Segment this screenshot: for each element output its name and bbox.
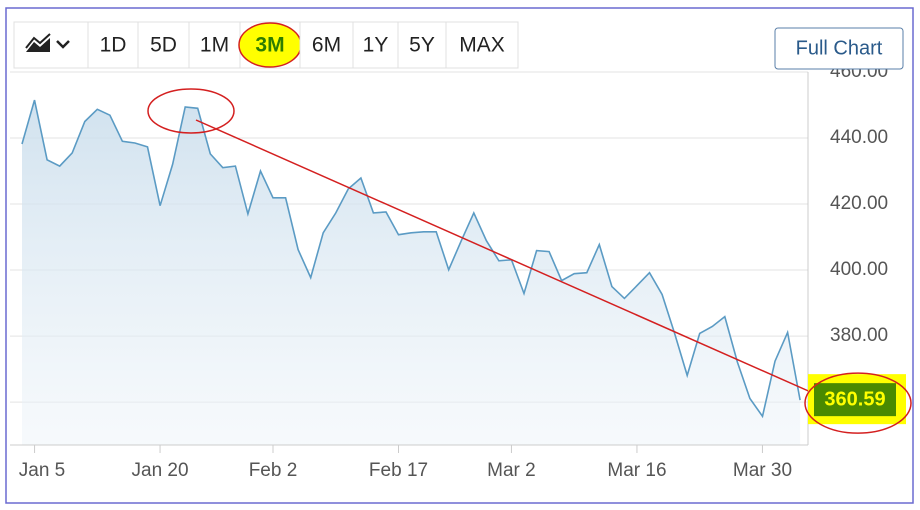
- x-tick-label: Mar 16: [607, 460, 666, 481]
- range-button[interactable]: 1M: [188, 21, 241, 69]
- range-button[interactable]: 3M: [238, 21, 302, 69]
- button-box: [299, 21, 354, 69]
- button-box: [352, 21, 399, 69]
- x-tick-label: Jan 5: [19, 460, 65, 481]
- range-label: 6M: [312, 34, 341, 57]
- range-button[interactable]: 5Y: [397, 21, 447, 69]
- x-tick-label: Feb 17: [369, 460, 428, 481]
- button-label: Full Chart: [796, 37, 883, 59]
- range-label: 5Y: [409, 34, 435, 57]
- range-label: 3M: [255, 34, 284, 57]
- y-tick-label: 380.00: [830, 325, 888, 346]
- y-tick-label: 420.00: [830, 193, 888, 214]
- button-box: [137, 21, 190, 69]
- trend-arrow: [195, 119, 824, 398]
- range-button[interactable]: 1Y: [352, 21, 399, 69]
- annotations: 360.59: [147, 88, 912, 434]
- range-label: MAX: [459, 34, 505, 57]
- area: [22, 100, 801, 445]
- range-button[interactable]: 6M: [299, 21, 354, 69]
- y-tick-label: 440.00: [830, 127, 888, 148]
- x-tick-label: Feb 2: [249, 460, 298, 481]
- price-line: [21, 99, 801, 419]
- x-tick-label: Mar 2: [487, 460, 536, 481]
- toolbar: 1D 5D 1M 3M 6M 1Y 5Y MAX: [13, 21, 519, 69]
- last-price-badge: [814, 383, 896, 417]
- dropdown-icon: [56, 40, 70, 49]
- chart-type-button[interactable]: [13, 21, 89, 69]
- x-tick-label: Mar 30: [733, 460, 792, 481]
- full-chart-button[interactable]: Full Chart: [774, 27, 904, 70]
- y-tick-label: 400.00: [830, 259, 888, 280]
- range-label: 1D: [100, 34, 127, 57]
- range-button[interactable]: 5D: [137, 21, 190, 69]
- button-box: [774, 27, 904, 70]
- x-tick-label: Jan 20: [132, 460, 189, 481]
- button-box: [397, 21, 447, 69]
- badge-circle: [804, 372, 912, 434]
- line-icon: [25, 33, 51, 49]
- range-label: 5D: [150, 34, 177, 57]
- range-label: 1Y: [363, 34, 389, 57]
- peak-circle: [147, 88, 235, 134]
- range-label: 1M: [200, 34, 229, 57]
- range-button[interactable]: 1D: [87, 21, 139, 69]
- range-button[interactable]: MAX: [445, 21, 519, 69]
- area-icon: [26, 38, 50, 52]
- plot: [21, 99, 801, 445]
- button-box: [445, 21, 519, 69]
- last-price-label: 360.59: [824, 388, 885, 410]
